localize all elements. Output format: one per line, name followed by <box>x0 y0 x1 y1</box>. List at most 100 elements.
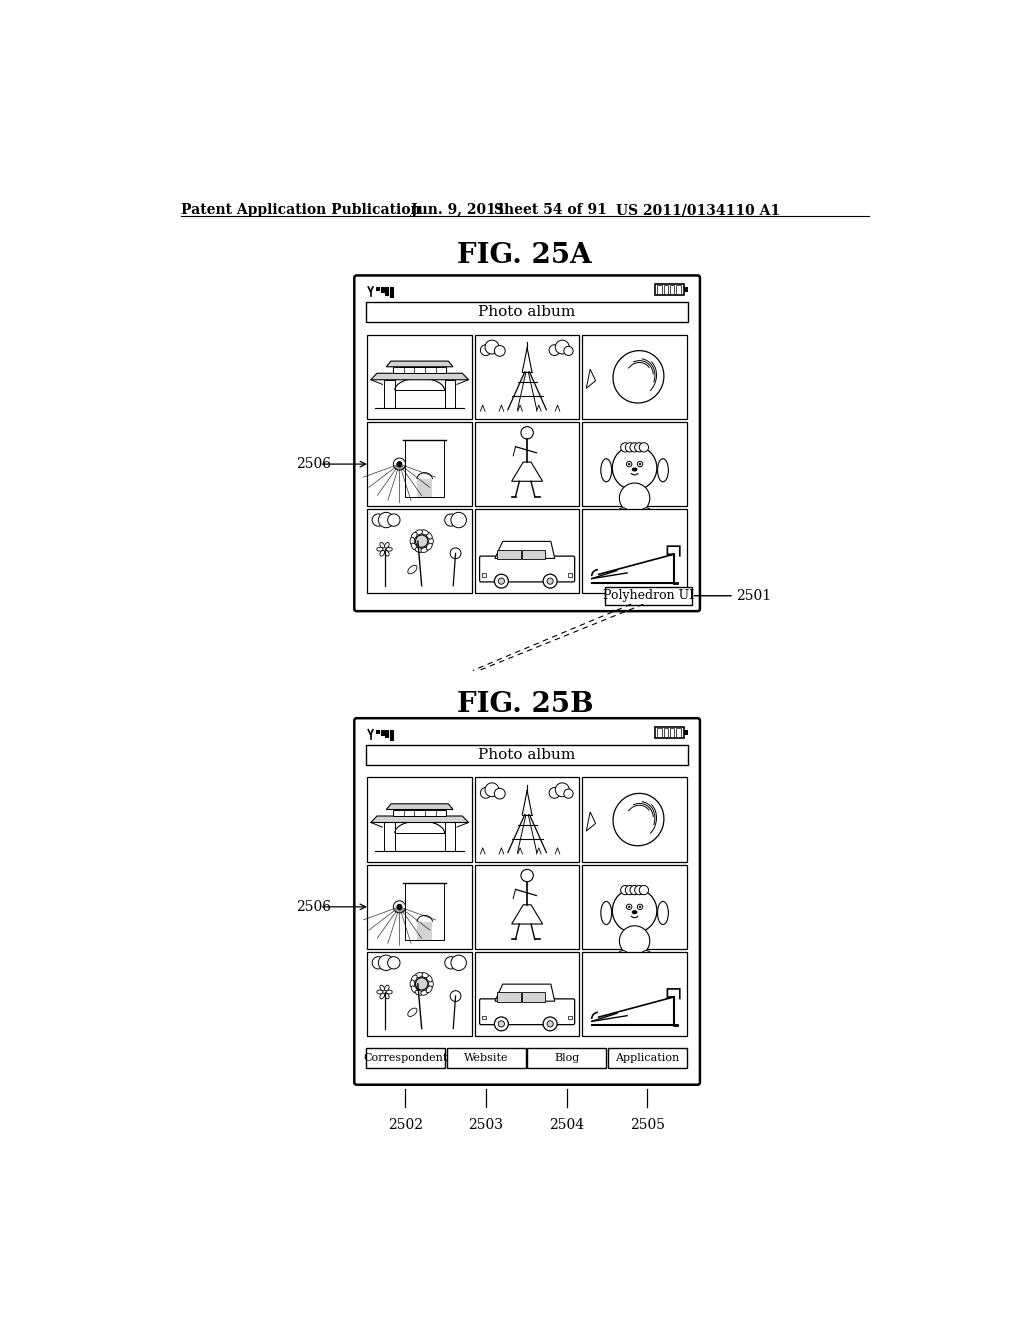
Circle shape <box>621 442 630 451</box>
Bar <box>381 730 384 735</box>
Text: Photo album: Photo album <box>478 748 575 762</box>
Circle shape <box>620 925 650 956</box>
Ellipse shape <box>408 1008 417 1016</box>
Circle shape <box>547 1020 553 1027</box>
Circle shape <box>641 950 651 961</box>
Text: 2504: 2504 <box>549 1118 585 1131</box>
Text: Application: Application <box>615 1053 679 1063</box>
Ellipse shape <box>429 537 433 545</box>
Circle shape <box>635 886 644 895</box>
FancyBboxPatch shape <box>354 718 700 1085</box>
Bar <box>583 422 687 506</box>
Bar <box>366 744 688 766</box>
Bar <box>475 865 580 949</box>
Circle shape <box>521 870 534 882</box>
Polygon shape <box>386 362 453 367</box>
Bar <box>475 422 580 506</box>
Circle shape <box>639 463 641 465</box>
Ellipse shape <box>380 543 384 548</box>
Polygon shape <box>386 804 453 809</box>
Circle shape <box>451 991 461 1002</box>
Circle shape <box>495 1016 508 1031</box>
FancyBboxPatch shape <box>479 999 574 1024</box>
Bar <box>390 730 393 739</box>
Bar <box>684 286 687 293</box>
Circle shape <box>499 1020 505 1027</box>
Circle shape <box>451 956 466 970</box>
Ellipse shape <box>386 990 392 994</box>
Bar <box>568 1016 572 1019</box>
Bar <box>376 730 379 733</box>
Ellipse shape <box>657 458 669 482</box>
Bar <box>664 729 669 737</box>
Bar <box>444 822 456 851</box>
Bar <box>390 286 393 297</box>
Bar <box>385 286 388 294</box>
Ellipse shape <box>613 793 664 846</box>
Circle shape <box>637 462 643 467</box>
Bar <box>482 573 485 577</box>
Bar <box>583 865 687 949</box>
Bar <box>583 777 687 862</box>
Ellipse shape <box>632 911 637 913</box>
Circle shape <box>388 513 400 527</box>
Ellipse shape <box>415 973 423 978</box>
Bar <box>368 777 472 862</box>
Ellipse shape <box>421 548 428 553</box>
FancyBboxPatch shape <box>479 556 574 582</box>
Bar <box>684 730 687 735</box>
Text: 2503: 2503 <box>469 1118 504 1131</box>
Bar <box>368 952 472 1036</box>
Polygon shape <box>495 985 555 1001</box>
Bar <box>444 380 456 408</box>
Text: Website: Website <box>464 1053 508 1063</box>
Ellipse shape <box>426 986 432 993</box>
Circle shape <box>495 788 505 799</box>
Ellipse shape <box>412 532 417 539</box>
Circle shape <box>499 578 505 585</box>
Circle shape <box>641 508 651 519</box>
Circle shape <box>495 574 508 589</box>
Bar <box>417 921 432 940</box>
Ellipse shape <box>380 993 384 999</box>
Text: Correspondent: Correspondent <box>364 1053 447 1063</box>
Circle shape <box>549 788 560 799</box>
Circle shape <box>543 1016 557 1031</box>
Polygon shape <box>512 904 543 924</box>
Ellipse shape <box>415 548 423 553</box>
Polygon shape <box>512 462 543 482</box>
Polygon shape <box>587 370 596 388</box>
Circle shape <box>416 535 428 548</box>
Ellipse shape <box>380 550 384 556</box>
Circle shape <box>627 904 632 909</box>
Ellipse shape <box>385 543 389 548</box>
Bar <box>670 285 675 294</box>
Ellipse shape <box>415 529 423 535</box>
Bar <box>475 777 580 862</box>
Ellipse shape <box>657 902 669 924</box>
Bar <box>384 822 395 851</box>
Bar <box>498 993 520 1002</box>
Circle shape <box>621 886 630 895</box>
Bar <box>366 1048 445 1068</box>
Circle shape <box>378 512 394 528</box>
Circle shape <box>630 442 639 451</box>
Bar <box>417 479 432 496</box>
Bar <box>368 335 472 418</box>
Circle shape <box>612 888 656 933</box>
Circle shape <box>612 446 656 490</box>
Bar <box>393 367 446 374</box>
Circle shape <box>626 442 635 451</box>
Ellipse shape <box>412 975 417 982</box>
Ellipse shape <box>410 979 415 987</box>
Bar <box>368 510 472 594</box>
Ellipse shape <box>412 543 417 550</box>
Text: 2502: 2502 <box>388 1118 423 1131</box>
Bar <box>395 833 444 851</box>
Ellipse shape <box>410 537 415 545</box>
Polygon shape <box>371 374 469 380</box>
Bar <box>385 730 388 738</box>
Bar <box>583 510 687 594</box>
Ellipse shape <box>408 565 417 574</box>
Circle shape <box>416 978 428 990</box>
